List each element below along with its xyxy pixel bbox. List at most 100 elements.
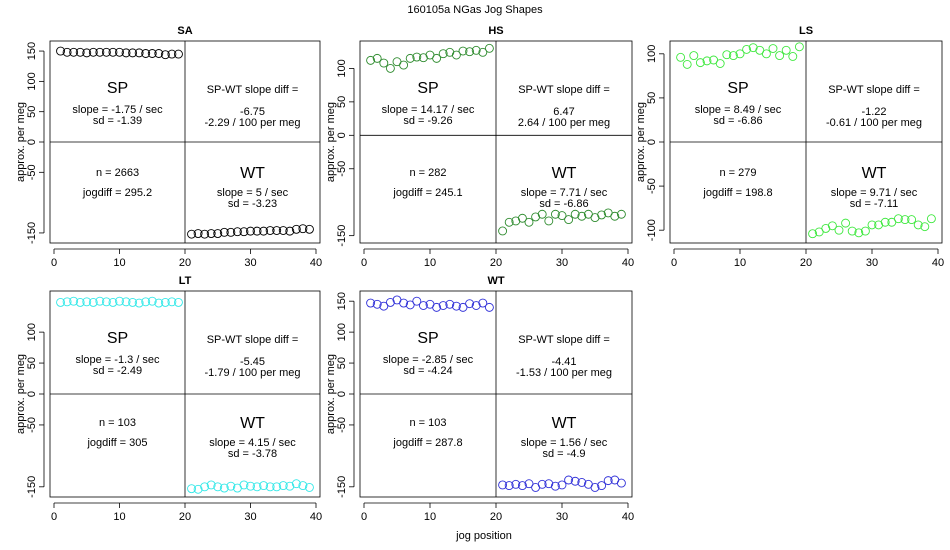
y-axis-label: approx. per meg [635,102,647,182]
sp-label: SP [417,330,438,347]
data-point [920,222,930,232]
data-point [761,49,771,59]
data-point [69,47,79,57]
y-tick-label: 100 [336,59,348,77]
wt-slope: slope = 7.71 / sec [521,187,608,199]
data-point [265,226,275,235]
y-tick-label: 150 [336,292,348,310]
sp-sd: sd = -4.24 [403,365,452,377]
data-point [259,226,269,236]
data-point [154,298,164,308]
data-point [405,53,415,63]
data-point [517,213,527,223]
data-point [676,52,686,62]
data-point [590,213,600,223]
y-tick-label: -150 [336,225,348,247]
y-tick-label: 0 [646,139,658,145]
wt-label: WT [552,415,577,432]
y-tick-label: -150 [26,476,38,498]
data-point [62,297,72,307]
data-point [226,481,236,491]
data-point [788,52,798,61]
wt-slope: slope = 9.71 / sec [831,187,918,199]
sp-label: SP [417,80,438,97]
x-tick-label: 40 [622,257,634,269]
data-point [259,481,269,491]
slope-diff-value: 6.47 [553,106,574,118]
n-count: n = 103 [99,417,136,429]
data-point [56,297,65,307]
data-point [265,482,275,492]
data-point [775,51,785,61]
n-count: n = 103 [409,417,446,429]
data-point [101,47,111,57]
data-point [544,216,554,226]
data-point [689,51,699,61]
y-axis-label: approx. per meg [15,354,27,434]
data-point [405,300,415,310]
data-point [794,42,804,52]
panel-ls: LS 0 10 20 30 40 -100 -50 0 50 100 approx. per meg S… [635,25,944,269]
data-point [451,50,461,60]
slope-diff-permeg: -2.29 / 100 per meg [204,117,300,129]
data-point [458,46,468,56]
data-point [412,52,422,62]
data-point [524,479,534,489]
data-point [577,478,587,487]
sp-slope: slope = 14.17 / sec [382,104,475,116]
data-point [160,50,170,60]
sp-label: SP [727,80,748,97]
wt-slope: slope = 1.56 / sec [521,437,608,449]
slope-diff-value: -1.22 [861,106,886,118]
data-point [478,298,488,308]
x-tick-label: 20 [800,257,812,269]
data-point [893,214,903,224]
figure-xlabel: jog position [455,530,512,542]
data-point [498,480,508,490]
data-point [187,484,197,494]
data-point [544,479,554,489]
data-point [504,481,514,491]
data-point [478,47,488,57]
sp-slope: slope = -1.75 / sec [72,104,163,116]
data-point [272,226,282,235]
data-point [246,481,255,491]
panel-wt: WT 0 10 20 30 40 -150 -50 0 50 100 150 approx. per m… [325,275,634,523]
sp-sd: sd = -2.49 [93,365,142,377]
y-tick-label: 50 [336,96,348,108]
data-point [200,229,210,239]
data-point [219,227,229,237]
data-point [121,48,131,58]
data-point [471,301,481,310]
data-point [511,479,521,489]
data-point [379,301,389,311]
wt-slope: slope = 4.15 / sec [209,437,296,449]
data-point [590,482,600,492]
data-point [232,227,242,237]
panel-sa: SA 0 10 20 30 40 -150 -50 0 50 100 150 approx. per m… [15,25,322,269]
n-count: n = 282 [409,167,446,179]
sp-label: SP [107,330,128,347]
wt-sd: sd = -6.86 [539,198,588,210]
slope-diff-permeg: 2.64 / 100 per meg [518,117,610,129]
sp-label: SP [107,80,128,97]
x-tick-label: 0 [51,257,57,269]
data-point [108,47,118,57]
x-tick-label: 40 [310,257,322,269]
data-point [900,215,910,225]
data-point [445,299,455,309]
data-point [285,226,295,236]
data-point [88,47,98,57]
data-point [860,226,870,236]
wt-label: WT [240,415,265,432]
data-point [465,299,475,309]
x-tick-label: 0 [361,511,367,523]
data-point [610,211,620,221]
data-point [128,297,138,307]
data-point [715,59,725,68]
data-point [517,481,527,491]
data-point [147,49,157,58]
slope-diff-value: -4.41 [551,356,576,368]
y-tick-label: 0 [336,391,348,397]
